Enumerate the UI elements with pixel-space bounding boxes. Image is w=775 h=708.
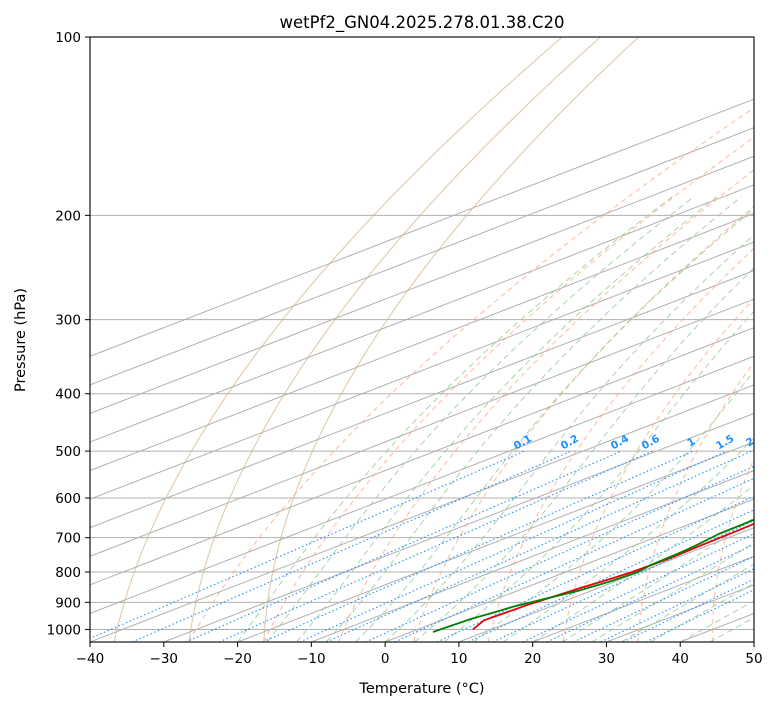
dry-adiabat [637,361,754,642]
isotherm-line [90,298,754,557]
isotherm-line [237,441,754,642]
dry-adiabat [412,205,754,642]
x-axis-label: Temperature (°C) [358,681,484,697]
theta-e-curve [263,37,639,642]
dry-adiabat [487,247,754,642]
x-tick-label: 30 [598,651,615,667]
isotherm-line [606,584,754,642]
y-tick-label: 800 [55,565,81,581]
mixing-ratio-line [492,519,754,642]
y-tick-label: 500 [55,444,81,460]
mixing-ratio-line [299,450,727,642]
background-grid [90,37,754,642]
plot-frame [89,36,755,643]
temperature-profile-line [472,522,754,631]
mixing-ratio-line [365,465,754,642]
isotherm-line [90,155,754,414]
moist-adiabat [414,267,754,642]
moist-adiabat [561,516,754,642]
mixing-ratio-line [522,533,754,642]
mixing-ratio-label: 0.6 [640,433,662,453]
isotherm-line [90,355,754,614]
isotherm-line [458,527,754,642]
mixing-ratio-label: 2 [744,435,756,449]
y-tick-label: 900 [55,595,81,611]
y-tick-label: 400 [55,387,81,403]
x-tick-label: −30 [150,651,179,667]
x-tick-label: −20 [223,651,252,667]
mixing-ratio-line [262,450,694,642]
x-tick-label: 0 [381,651,390,667]
dry-adiabat [263,136,754,642]
x-tick-label: −40 [76,651,105,667]
moist-adiabat [384,234,754,642]
theta-e-curve [188,37,601,642]
mixing-ratio-label: 1 [685,435,697,449]
mixing-ratio-line [326,450,752,642]
moist-adiabat [355,207,754,642]
isotherm-line [90,241,754,500]
moist-adiabat [237,196,673,642]
isotherm-line [311,470,754,642]
mixing-ratio-label: 0.1 [512,433,534,453]
isotherm-line [90,212,754,472]
x-axis: −40 −30 −20 −10 0 10 20 30 40 50 [76,642,763,667]
isotherm-line [163,412,754,642]
x-tick-label: 20 [524,651,541,667]
theta-e-curve [113,37,563,642]
mixing-ratio-label: 0.4 [609,433,631,453]
y-axis-label: Pressure (hPa) [13,288,29,392]
chart-title: wetPf2_GN04.2025.278.01.38.C20 [280,13,565,33]
moist-adiabat [650,582,754,642]
moist-adiabat [620,563,754,642]
isotherm-line [90,327,754,586]
isotherm-line [90,98,754,357]
mixing-ratio-label: 1.5 [714,433,736,453]
mixing-ratio-line [394,477,754,642]
moist-adiabat [296,196,718,642]
y-tick-label: 200 [55,208,81,224]
moist-adiabat [679,600,754,642]
isotherm-line [90,270,754,529]
moist-adiabat [266,196,695,642]
dewpoint-profile-line [432,518,754,633]
y-tick-label: 600 [55,491,81,507]
moist-adiabat [443,310,754,642]
isotherm-line [384,498,754,642]
isotherm-line [90,384,754,642]
isotherm-line [90,127,754,386]
x-tick-label: 40 [672,651,689,667]
dry-adiabat [188,107,754,642]
dry-adiabat [562,297,754,642]
mixing-ratio-line [218,450,653,642]
x-tick-label: −10 [297,651,326,667]
mixing-ratio-line [90,450,525,640]
dry-adiabat [338,169,754,642]
moist-adiabat [709,617,754,642]
y-tick-label: 1000 [47,622,81,638]
profile-series [432,518,754,633]
moist-adiabat [502,437,754,642]
isotherm-line [753,641,754,642]
y-axis: 100 200 300 400 500 600 700 800 900 1000 [47,30,90,638]
y-tick-label: 300 [55,313,81,329]
y-tick-label: 700 [55,531,81,547]
dry-adiabat [712,457,754,642]
y-tick-label: 100 [55,30,81,46]
x-tick-label: 10 [450,651,467,667]
mixing-ratio-line [546,543,754,642]
mixing-ratio-line [645,589,754,642]
mixing-ratio-label: 0.2 [559,433,581,453]
moist-adiabat [325,196,742,642]
isotherm-line [90,184,754,443]
x-tick-label: 50 [745,651,762,667]
